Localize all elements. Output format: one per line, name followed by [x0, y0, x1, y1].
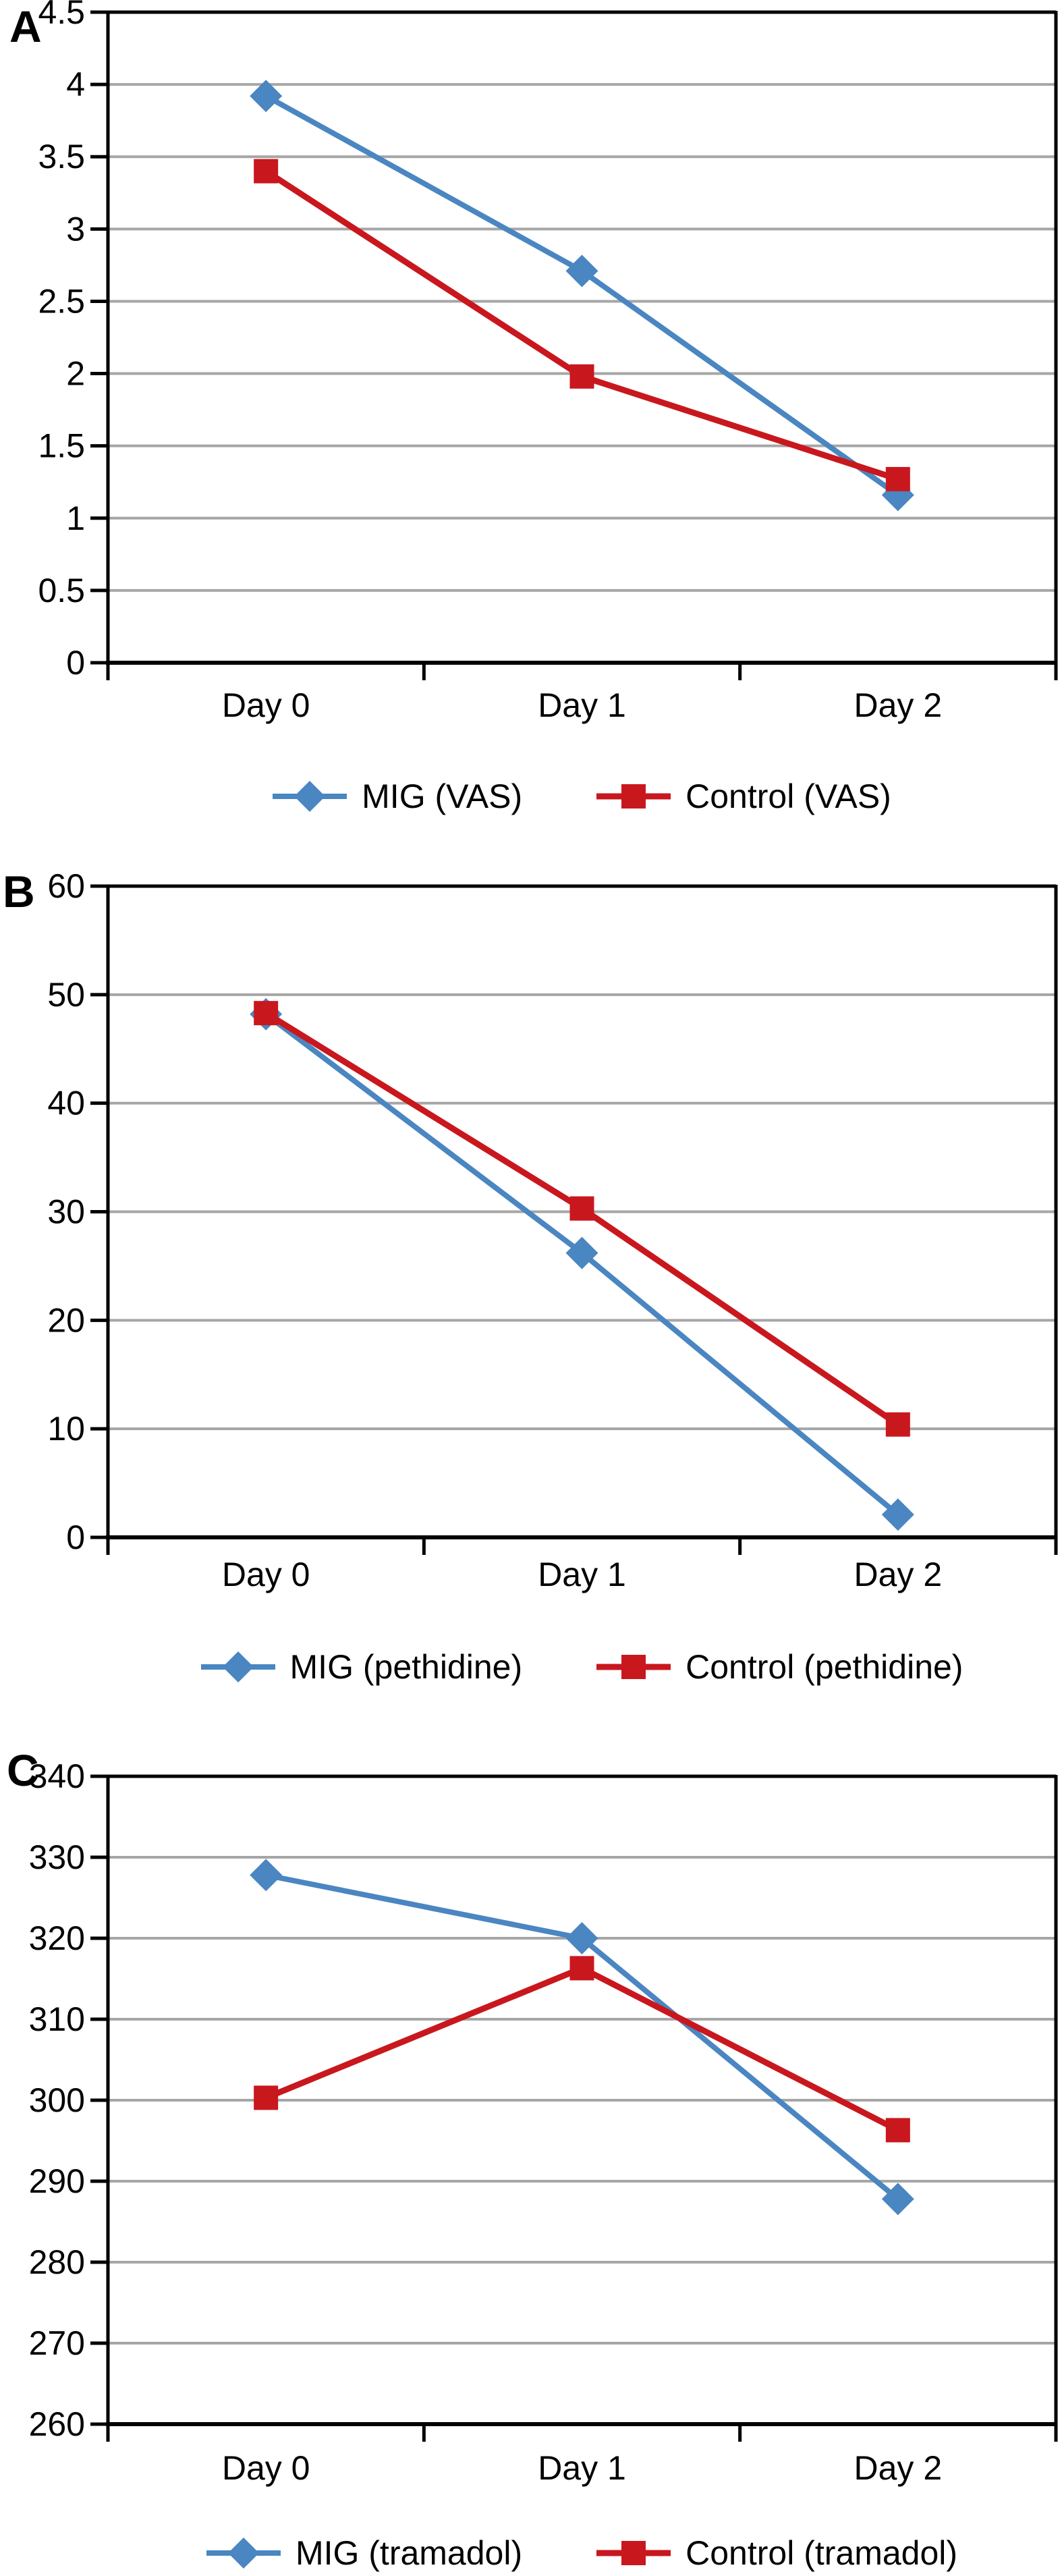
y-tick-label: 20	[47, 1301, 85, 1339]
legend-item-mig-pethidine: MIG (pethidine)	[200, 1648, 523, 1686]
data-point-diamond	[565, 254, 598, 287]
x-axis-label: Day 1	[538, 686, 626, 724]
data-point-square	[569, 364, 594, 389]
mig-diamond-marker-icon	[200, 1651, 275, 1682]
panel-a: 0 0.5 1 1.5 2 2.5 3 3.5 4 4.5 Day 0 Day 1 Day 2 A MI…	[0, 0, 1062, 864]
data-point-square	[254, 1001, 279, 1026]
x-axis-label: Day 2	[854, 1556, 943, 1593]
vas-line-chart: 0 0.5 1 1.5 2 2.5 3 3.5 4 4.5 Day 0 Day 1 Day 2	[38, 0, 1058, 724]
y-tick-label: 340	[29, 1757, 85, 1795]
legend-label: Control (VAS)	[686, 777, 891, 815]
y-tick-label: 0	[66, 1518, 85, 1556]
data-point-square	[885, 2118, 910, 2143]
y-tick-label: 30	[47, 1193, 85, 1231]
data-point-diamond	[881, 1498, 914, 1531]
panel-letter-b: B	[3, 867, 35, 916]
y-tick-label: 310	[29, 2000, 85, 2038]
legend-item-control-pethidine: Control (pethidine)	[596, 1650, 963, 1684]
data-point-diamond	[250, 1859, 283, 1892]
y-tick-label: 50	[47, 976, 85, 1014]
series-line-control	[262, 168, 901, 483]
y-tick-label: 10	[47, 1410, 85, 1448]
tramadol-line-chart: 260 270 280 290 300 310 320 330 340 Day 0 Day 1 Day…	[29, 1757, 1058, 2487]
y-tick-label: 3	[66, 210, 85, 248]
mig-diamond-marker-icon	[206, 2538, 281, 2569]
y-tick-label: 4	[66, 65, 85, 103]
series-line-control	[262, 1965, 901, 2133]
control-square-marker-icon	[596, 784, 671, 809]
legend-label: Control (pethidine)	[686, 1648, 963, 1686]
data-point-square	[569, 1956, 594, 1981]
legend-pethidine: MIG (pethidine) Control (pethidine)	[108, 1650, 1056, 1684]
y-tick-label: 320	[29, 1919, 85, 1957]
y-tick-label: 330	[29, 1838, 85, 1876]
legend-item-mig-vas: MIG (VAS)	[273, 779, 522, 813]
panel-c: 260 270 280 290 300 310 320 330 340 Day 0 Day 1 Day…	[0, 1728, 1062, 2576]
y-tick-label: 290	[29, 2162, 85, 2200]
legend-item-control-vas: Control (VAS)	[596, 779, 891, 813]
pethidine-line-chart: 0 10 20 30 40 50 60 Day 0 Day 1 Day 2	[47, 867, 1058, 1593]
y-tick-label: 4.5	[38, 0, 85, 31]
control-square-marker-icon	[596, 1655, 671, 1679]
data-point-diamond	[250, 80, 283, 113]
legend-item-mig-tramadol: MIG (tramadol)	[206, 2536, 522, 2570]
data-point-diamond	[565, 1922, 598, 1954]
mig-diamond-marker-icon	[273, 781, 347, 812]
panel-b: 0 10 20 30 40 50 60 Day 0 Day 1 Day 2 B MIG (peth…	[0, 864, 1062, 1728]
panel-letter-c: C	[7, 1745, 39, 1795]
data-point-square	[885, 1412, 910, 1437]
y-tick-label: 2	[66, 355, 85, 393]
y-tick-label: 280	[29, 2243, 85, 2281]
x-axis-label: Day 0	[222, 2449, 310, 2487]
y-tick-label: 60	[47, 867, 85, 905]
y-tick-label: 260	[29, 2405, 85, 2443]
x-axis-label: Day 0	[222, 1556, 310, 1593]
data-point-square	[254, 159, 279, 184]
legend-label: MIG (pethidine)	[289, 1648, 523, 1686]
legend-label: MIG (VAS)	[362, 777, 523, 815]
legend-label: MIG (tramadol)	[295, 2534, 523, 2572]
panel-letter-a: A	[9, 1, 42, 51]
legend-vas: MIG (VAS) Control (VAS)	[108, 779, 1056, 813]
y-tick-label: 2.5	[38, 282, 85, 320]
y-tick-label: 270	[29, 2324, 85, 2362]
control-square-marker-icon	[596, 2541, 671, 2565]
y-tick-label: 0.5	[38, 572, 85, 609]
data-point-square	[885, 466, 910, 491]
data-point-diamond	[881, 2183, 914, 2216]
data-point-square	[254, 2085, 279, 2110]
y-tick-label: 1.5	[38, 427, 85, 465]
x-axis-label: Day 1	[538, 2449, 626, 2487]
x-axis-label: Day 2	[854, 2449, 943, 2487]
y-tick-label: 3.5	[38, 138, 85, 175]
data-point-square	[569, 1196, 594, 1221]
y-tick-label: 0	[66, 644, 85, 682]
x-axis-label: Day 1	[538, 1556, 626, 1593]
legend-tramadol: MIG (tramadol) Control (tramadol)	[108, 2536, 1056, 2570]
y-tick-label: 1	[66, 499, 85, 537]
y-tick-label: 300	[29, 2081, 85, 2119]
data-point-diamond	[565, 1236, 598, 1269]
x-axis-label: Day 0	[222, 686, 310, 724]
legend-item-control-tramadol: Control (tramadol)	[596, 2536, 957, 2570]
x-axis-label: Day 2	[854, 686, 943, 724]
y-tick-label: 40	[47, 1085, 85, 1122]
legend-label: Control (tramadol)	[686, 2534, 958, 2572]
